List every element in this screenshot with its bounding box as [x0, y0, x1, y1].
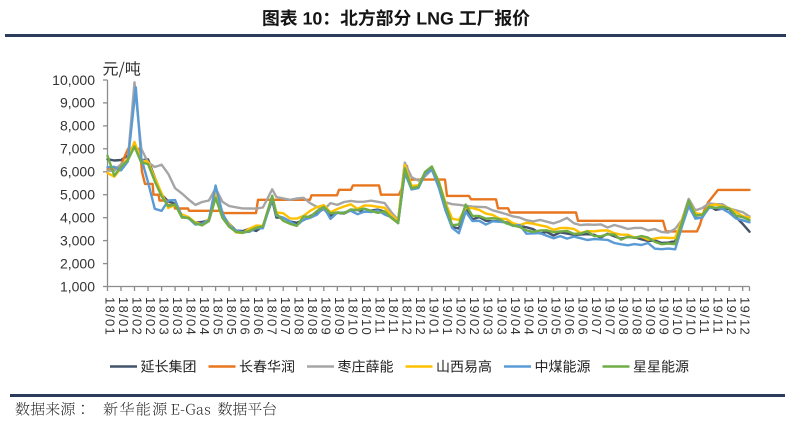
svg-text:18/06: 18/06 [251, 297, 266, 336]
svg-text:18/03: 18/03 [156, 297, 171, 336]
svg-text:5,000: 5,000 [60, 187, 95, 203]
svg-text:18/10: 18/10 [359, 297, 374, 336]
svg-text:19/11: 19/11 [697, 297, 712, 335]
svg-text:19/03: 19/03 [494, 297, 509, 336]
svg-text:19/07: 19/07 [589, 297, 604, 336]
svg-text:19/10: 19/10 [670, 297, 685, 336]
svg-text:19/05: 19/05 [548, 297, 563, 336]
svg-text:4,000: 4,000 [60, 210, 95, 226]
svg-text:19/09: 19/09 [643, 297, 658, 336]
svg-text:9,000: 9,000 [60, 95, 95, 111]
svg-text:18/02: 18/02 [143, 297, 158, 336]
svg-text:6,000: 6,000 [60, 164, 95, 180]
svg-text:18/07: 18/07 [278, 297, 293, 336]
svg-text:19/02: 19/02 [467, 297, 482, 336]
svg-text:18/08: 18/08 [305, 297, 320, 336]
svg-text:19/08: 19/08 [629, 297, 644, 336]
svg-text:18/01: 18/01 [116, 297, 131, 336]
svg-text:18/10: 18/10 [346, 297, 361, 336]
svg-text:18/02: 18/02 [129, 297, 144, 336]
svg-text:18/01: 18/01 [102, 297, 117, 336]
svg-text:18/08: 18/08 [292, 297, 307, 336]
svg-text:10,000: 10,000 [52, 72, 95, 88]
svg-text:18/12: 18/12 [400, 297, 415, 336]
svg-text:8,000: 8,000 [60, 118, 95, 134]
svg-text:19/03: 19/03 [481, 297, 496, 336]
svg-text:18/04: 18/04 [197, 297, 212, 336]
svg-text:2,000: 2,000 [60, 255, 95, 271]
svg-text:19/06: 19/06 [575, 297, 590, 336]
svg-text:19/07: 19/07 [602, 297, 617, 336]
svg-text:18/11: 18/11 [373, 297, 388, 335]
svg-text:18/05: 18/05 [224, 297, 239, 336]
svg-text:18/03: 18/03 [170, 297, 185, 336]
svg-text:19/01: 19/01 [427, 297, 442, 336]
svg-text:18/11: 18/11 [386, 297, 401, 335]
svg-text:18/07: 18/07 [265, 297, 280, 336]
svg-text:18/09: 18/09 [332, 297, 347, 336]
svg-text:19/12: 19/12 [724, 297, 739, 336]
svg-text:19/06: 19/06 [562, 297, 577, 336]
svg-text:18/04: 18/04 [183, 297, 198, 336]
svg-text:19/12: 19/12 [738, 297, 753, 336]
svg-text:19/09: 19/09 [656, 297, 671, 336]
svg-text:3,000: 3,000 [60, 232, 95, 248]
svg-text:19/02: 19/02 [454, 297, 469, 336]
svg-text:19/04: 19/04 [521, 297, 536, 336]
svg-text:19/05: 19/05 [535, 297, 550, 336]
svg-text:18/09: 18/09 [319, 297, 334, 336]
svg-text:18/06: 18/06 [238, 297, 253, 336]
svg-text:19/04: 19/04 [508, 297, 523, 336]
svg-text:1,000: 1,000 [60, 278, 95, 294]
svg-text:19/11: 19/11 [711, 297, 726, 335]
svg-text:19/08: 19/08 [616, 297, 631, 336]
svg-text:18/12: 18/12 [413, 297, 428, 336]
svg-text:19/01: 19/01 [440, 297, 455, 336]
svg-text:19/10: 19/10 [684, 297, 699, 336]
svg-text:18/05: 18/05 [210, 297, 225, 336]
svg-text:7,000: 7,000 [60, 141, 95, 157]
